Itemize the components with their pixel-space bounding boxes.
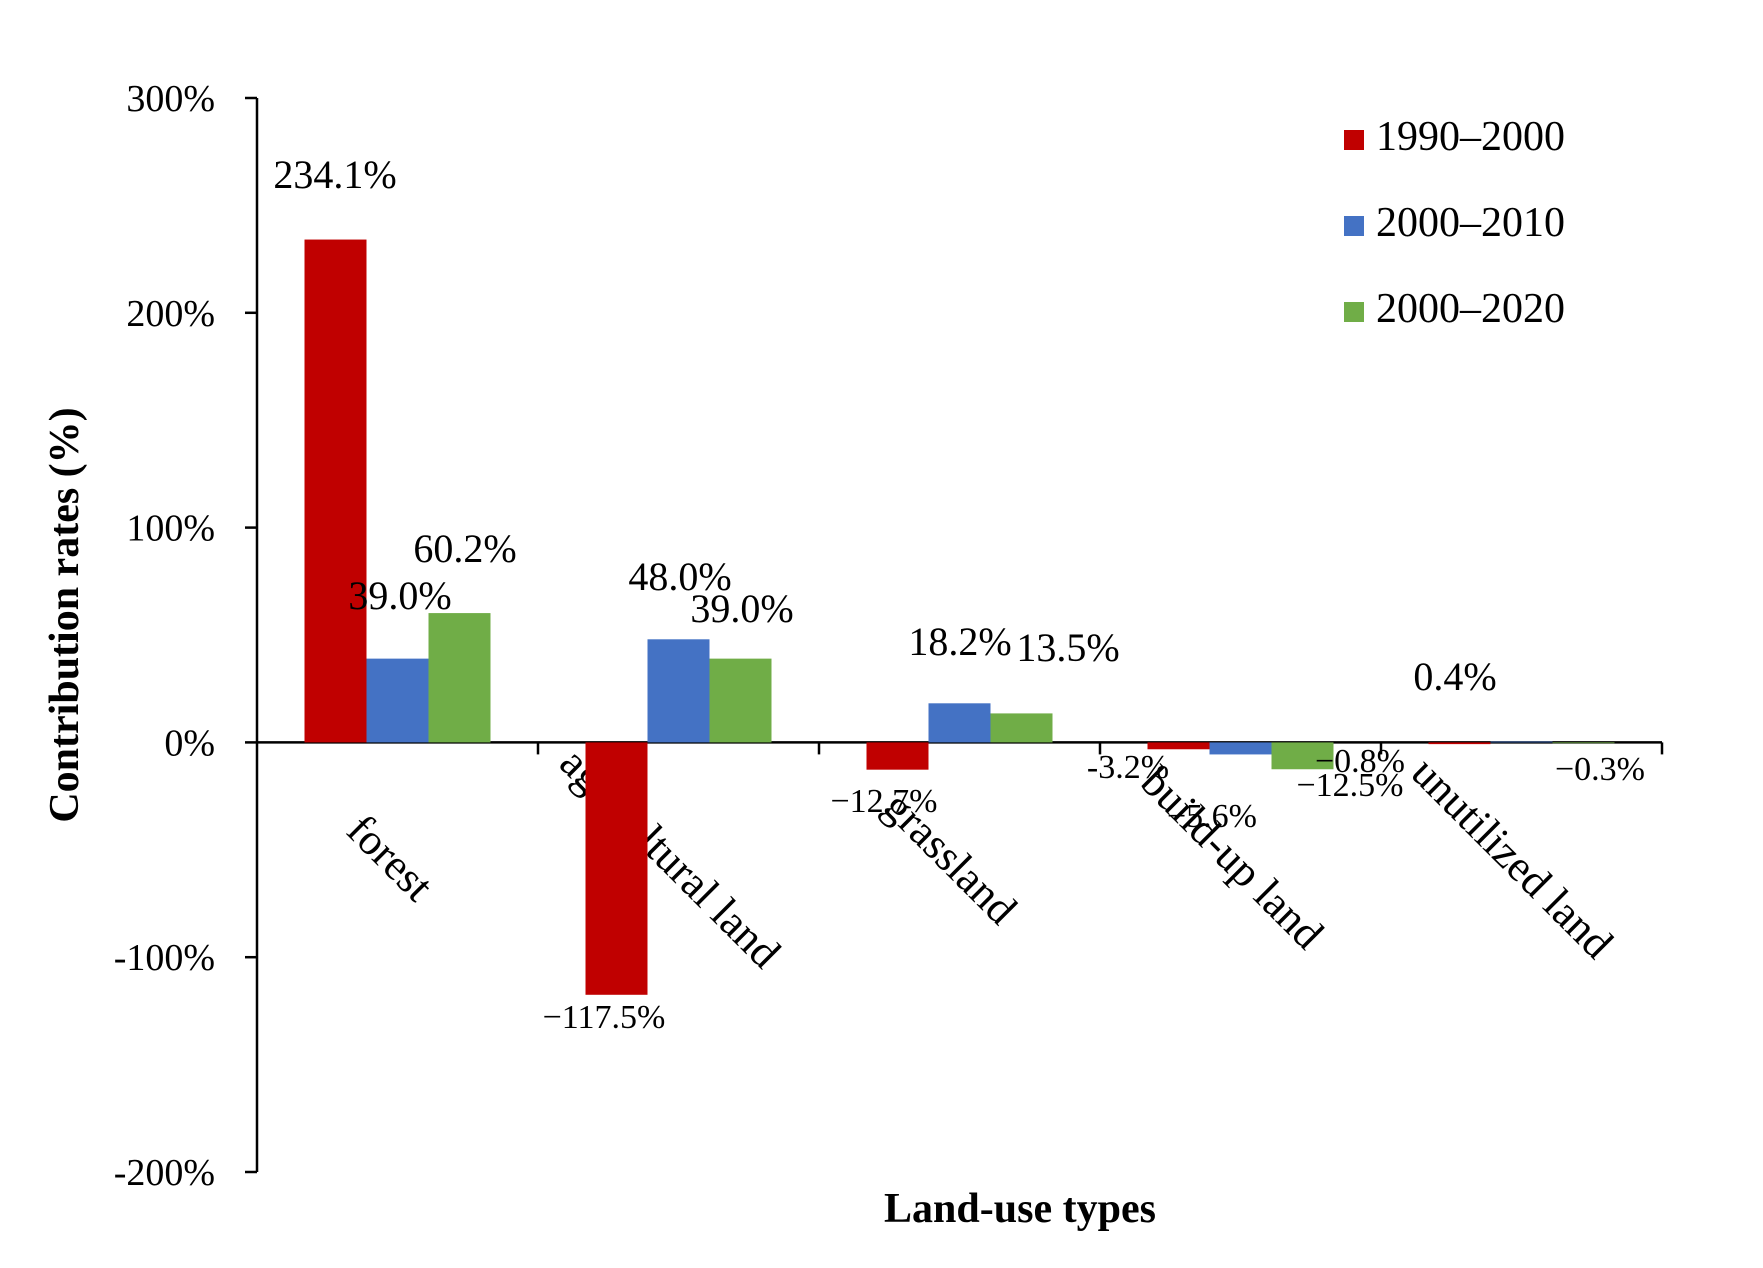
legend-label: 1990–2000: [1376, 114, 1565, 160]
bar: [928, 703, 991, 743]
legend-swatch: [1344, 130, 1364, 150]
y-tick-label: 100%: [126, 508, 215, 550]
bar: [428, 613, 491, 743]
data-label: -3.2%: [1087, 749, 1169, 786]
bars: [304, 239, 1615, 995]
bar: [1490, 741, 1553, 743]
bar: [304, 239, 367, 743]
data-label: −12.5%: [1297, 767, 1404, 804]
data-label: 39.0%: [348, 573, 451, 618]
bar: [1271, 742, 1334, 770]
y-tick-label: 300%: [126, 78, 215, 120]
legend-label: 2000–2010: [1376, 200, 1565, 246]
bar: [709, 658, 772, 743]
data-label: −5.6%: [1167, 798, 1257, 835]
y-tick-label: -100%: [114, 937, 215, 979]
bar: [866, 742, 929, 770]
data-label: −117.5%: [543, 999, 666, 1036]
data-labels: 234.1%−117.5%−12.7%-3.2% −0.8%39.0% 48.0%1…: [273, 152, 1645, 1036]
data-label: −0.8%: [1315, 743, 1405, 780]
y-axis-title: Contribution rates (%): [42, 407, 88, 822]
bar: [990, 713, 1053, 743]
bar: [1552, 742, 1615, 744]
data-label: 48.0%: [628, 554, 731, 599]
legend: 1990–2000 2000–2010 2000–2020: [1344, 114, 1565, 332]
data-label: 39.0%: [690, 586, 793, 631]
y-tick-label: -200%: [114, 1152, 215, 1194]
data-label: −0.3%: [1555, 751, 1645, 788]
data-label: 13.5%: [1016, 625, 1119, 670]
bar: [585, 742, 648, 995]
bar: [1147, 742, 1210, 750]
legend-swatch: [1344, 302, 1364, 322]
bar: [647, 639, 710, 743]
legend-label: 2000–2020: [1376, 286, 1565, 332]
data-label: 0.4%: [1413, 654, 1496, 699]
y-tick-label: 200%: [126, 293, 215, 335]
data-label: −12.7%: [831, 783, 938, 820]
x-axis-title: Land-use types: [884, 1186, 1156, 1232]
data-label: 60.2%: [413, 526, 516, 571]
bar: [366, 658, 429, 743]
y-tick-label: 0%: [164, 722, 215, 764]
bar: [1209, 742, 1272, 755]
bar: [1428, 742, 1491, 745]
legend-swatch: [1344, 216, 1364, 236]
data-label: 18.2%: [908, 619, 1011, 664]
category-label: forest: [338, 805, 443, 910]
data-label: 234.1%: [273, 152, 396, 197]
